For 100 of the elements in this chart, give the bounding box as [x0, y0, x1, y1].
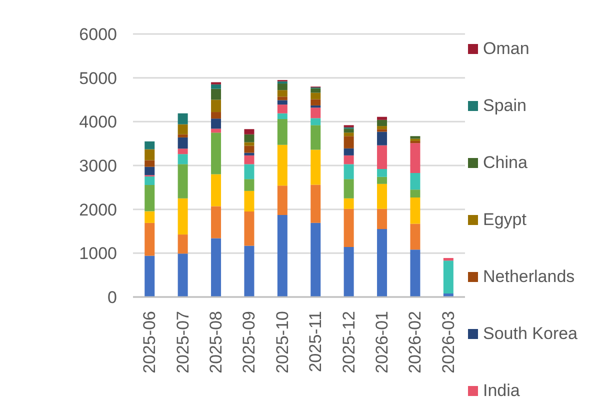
y-tick-label: 2000: [79, 200, 117, 220]
bar: [144, 211, 155, 223]
bar: [244, 190, 254, 212]
bar: [244, 164, 254, 180]
bar: [377, 116, 388, 120]
legend-label: Oman: [483, 38, 530, 58]
bar: [144, 166, 155, 176]
bar: [211, 112, 222, 119]
bar: [244, 212, 254, 246]
bar: [310, 150, 321, 185]
bar: [211, 88, 222, 100]
bar: [211, 238, 222, 297]
bar: [277, 144, 288, 186]
x-tick-label: 2025-10: [272, 311, 292, 374]
bar: [377, 229, 388, 297]
bar: [244, 179, 254, 191]
bar: [310, 92, 321, 100]
bar: [410, 224, 420, 250]
legend-label: India: [483, 380, 520, 400]
bar: [178, 124, 188, 134]
bar: [443, 258, 454, 261]
bar: [410, 190, 420, 198]
bar: [211, 118, 222, 129]
bar: [144, 176, 155, 186]
bar: [410, 140, 420, 144]
bar: [377, 129, 388, 132]
bar: [244, 152, 254, 156]
y-tick-label: 3000: [79, 156, 117, 176]
bar: [377, 145, 388, 170]
bar: [377, 208, 388, 230]
x-tick-label: 2025-11: [306, 311, 326, 372]
legend-label: China: [483, 152, 528, 172]
bar: [211, 128, 222, 133]
bar: [178, 134, 188, 138]
bar: [277, 96, 288, 100]
bar: [277, 84, 288, 90]
bar: [443, 260, 454, 294]
bar: [277, 90, 288, 97]
bar: [211, 174, 222, 206]
bar: [410, 250, 420, 297]
y-tick-label: 5000: [79, 68, 117, 88]
x-tick-label: 2026-02: [406, 311, 425, 374]
bar: [277, 119, 288, 145]
bar: [244, 142, 254, 146]
bar: [277, 104, 288, 114]
bar: [244, 246, 254, 297]
bar: [344, 155, 354, 164]
legend-label: Netherlands: [483, 266, 575, 286]
bar: [244, 129, 254, 134]
bar: [344, 164, 354, 180]
x-tick-label: 2025-12: [339, 311, 358, 374]
bar: [144, 256, 155, 297]
x-tick-label: 2025-09: [240, 311, 259, 374]
bar: [277, 215, 288, 297]
bar: [377, 176, 388, 184]
legend-label: Spain: [483, 96, 526, 116]
bar: [144, 149, 155, 160]
y-tick-label: 0: [108, 288, 117, 308]
bar: [178, 137, 188, 149]
bar: [144, 160, 155, 167]
legend-label: South Korea: [483, 324, 578, 344]
bar: [344, 128, 354, 133]
bar: [277, 186, 288, 216]
bar: [277, 113, 288, 120]
bar: [178, 198, 188, 235]
legend-label: Egypt: [483, 210, 526, 230]
bar: [178, 148, 188, 154]
bar: [377, 126, 388, 130]
bar: [377, 120, 388, 126]
x-tick-label: 2026-01: [372, 311, 392, 374]
bar: [178, 154, 188, 164]
x-tick-label: 2025-08: [206, 311, 226, 374]
bar: [377, 132, 388, 146]
bar: [310, 118, 321, 126]
bar: [410, 172, 420, 190]
bar: [410, 198, 420, 224]
bar: [277, 81, 288, 84]
x-tick-label: 2026-03: [438, 311, 458, 374]
bar: [144, 222, 155, 256]
bar: [344, 198, 354, 209]
bar: [344, 148, 354, 156]
bar: [277, 100, 288, 105]
bar: [410, 136, 420, 139]
bar: [211, 206, 222, 238]
bar: [310, 108, 321, 118]
bar: [178, 234, 188, 254]
bar: [344, 136, 354, 148]
bar: [211, 132, 222, 174]
bar: [244, 155, 254, 164]
y-tick-label: 6000: [79, 25, 117, 44]
bar: [211, 100, 222, 112]
bar: [244, 146, 254, 153]
bar: [310, 99, 321, 106]
bar: [144, 185, 155, 212]
x-tick-label: 2025-07: [173, 311, 192, 374]
bar: [377, 184, 388, 209]
bar: [344, 132, 354, 136]
bar: [344, 208, 354, 248]
bar: [178, 113, 188, 124]
bar: [344, 179, 354, 198]
